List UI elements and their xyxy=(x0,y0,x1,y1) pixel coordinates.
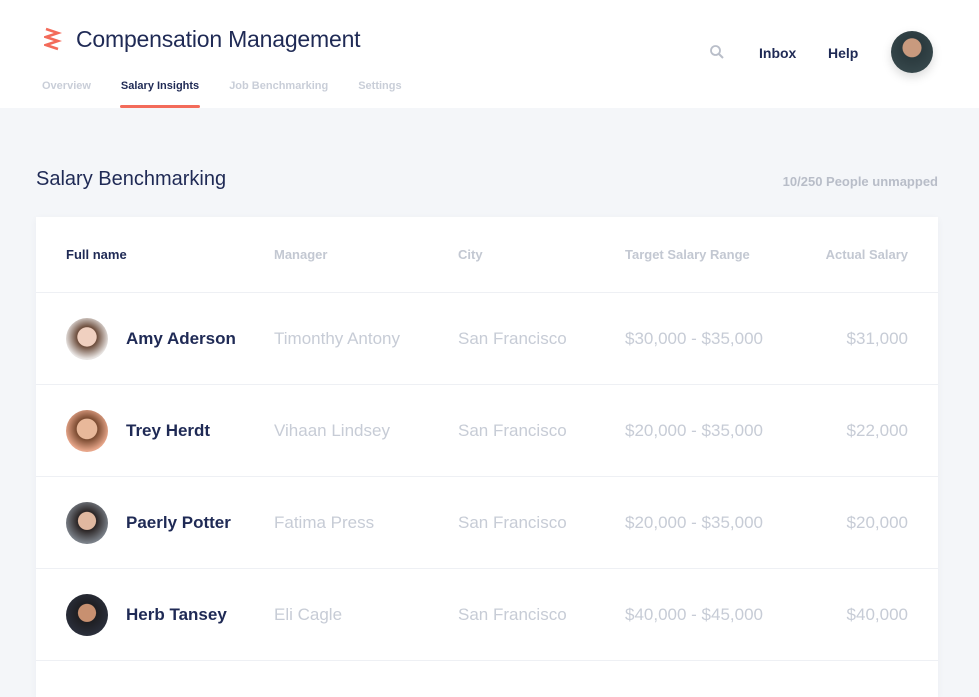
col-city[interactable]: City xyxy=(458,247,483,262)
page-title: Salary Benchmarking xyxy=(36,168,227,190)
help-link[interactable]: Help xyxy=(828,45,859,61)
manager: Timonthy Antony xyxy=(274,328,400,348)
inbox-link[interactable]: Inbox xyxy=(759,45,797,61)
person-name[interactable]: Paerly Potter xyxy=(126,512,231,532)
target-salary-range: $20,000 - $35,000 xyxy=(625,512,764,532)
col-full-name[interactable]: Full name xyxy=(66,247,127,262)
actual-salary: $31,000 xyxy=(846,328,908,348)
logo-icon xyxy=(44,27,62,51)
target-salary-range: $40,000 - $45,000 xyxy=(625,604,764,624)
app-title: Compensation Management xyxy=(76,26,361,52)
tab-overview[interactable]: Overview xyxy=(42,80,91,92)
person-name[interactable]: Trey Herdt xyxy=(126,420,211,440)
avatar xyxy=(66,409,108,452)
col-target-range[interactable]: Target Salary Range xyxy=(625,247,750,262)
salary-table: Full name Manager City Target Salary Ran… xyxy=(36,217,938,697)
city: San Francisco xyxy=(458,604,567,624)
city: San Francisco xyxy=(458,512,567,532)
user-avatar[interactable] xyxy=(891,31,933,73)
person-cell: Paerly Potter xyxy=(66,477,231,568)
person-cell: Trey Herdt xyxy=(66,385,210,476)
tab-bar: Overview Salary Insights Job Benchmarkin… xyxy=(42,80,432,108)
table-header: Full name Manager City Target Salary Ran… xyxy=(36,217,938,293)
person-cell: Herb Tansey xyxy=(66,569,227,660)
person-cell: Amy Aderson xyxy=(66,293,236,384)
tab-job-benchmarking[interactable]: Job Benchmarking xyxy=(229,80,329,92)
target-salary-range: $20,000 - $35,000 xyxy=(625,420,764,440)
manager: Fatima Press xyxy=(274,512,375,532)
tab-settings[interactable]: Settings xyxy=(358,80,402,92)
avatar xyxy=(66,501,108,544)
actual-salary: $22,000 xyxy=(846,420,908,440)
table-row[interactable]: Amy Aderson Timonthy Antony San Francisc… xyxy=(36,293,938,385)
actual-salary: $20,000 xyxy=(846,512,908,532)
avatar xyxy=(66,593,108,636)
person-name[interactable]: Amy Aderson xyxy=(126,328,236,348)
actual-salary: $40,000 xyxy=(846,604,908,624)
target-salary-range: $30,000 - $35,000 xyxy=(625,328,764,348)
manager: Eli Cagle xyxy=(274,604,343,624)
city: San Francisco xyxy=(458,328,567,348)
col-actual-salary[interactable]: Actual Salary xyxy=(825,247,908,262)
person-name[interactable]: Herb Tansey xyxy=(126,604,227,624)
avatar xyxy=(66,317,108,360)
manager: Vihaan Lindsey xyxy=(274,420,390,440)
unmapped-count[interactable]: 10/250 People unmapped xyxy=(782,174,938,189)
table-row[interactable]: Paerly Potter Fatima Press San Francisco… xyxy=(36,477,938,569)
table-row[interactable]: Trey Herdt Vihaan Lindsey San Francisco … xyxy=(36,385,938,477)
col-manager[interactable]: Manager xyxy=(274,247,328,262)
city: San Francisco xyxy=(458,420,567,440)
top-bar: Compensation Management Overview Salary … xyxy=(0,0,979,108)
search-icon[interactable] xyxy=(709,44,725,60)
table-row[interactable]: Herb Tansey Eli Cagle San Francisco $40,… xyxy=(36,569,938,661)
tab-salary-insights[interactable]: Salary Insights xyxy=(119,80,201,108)
